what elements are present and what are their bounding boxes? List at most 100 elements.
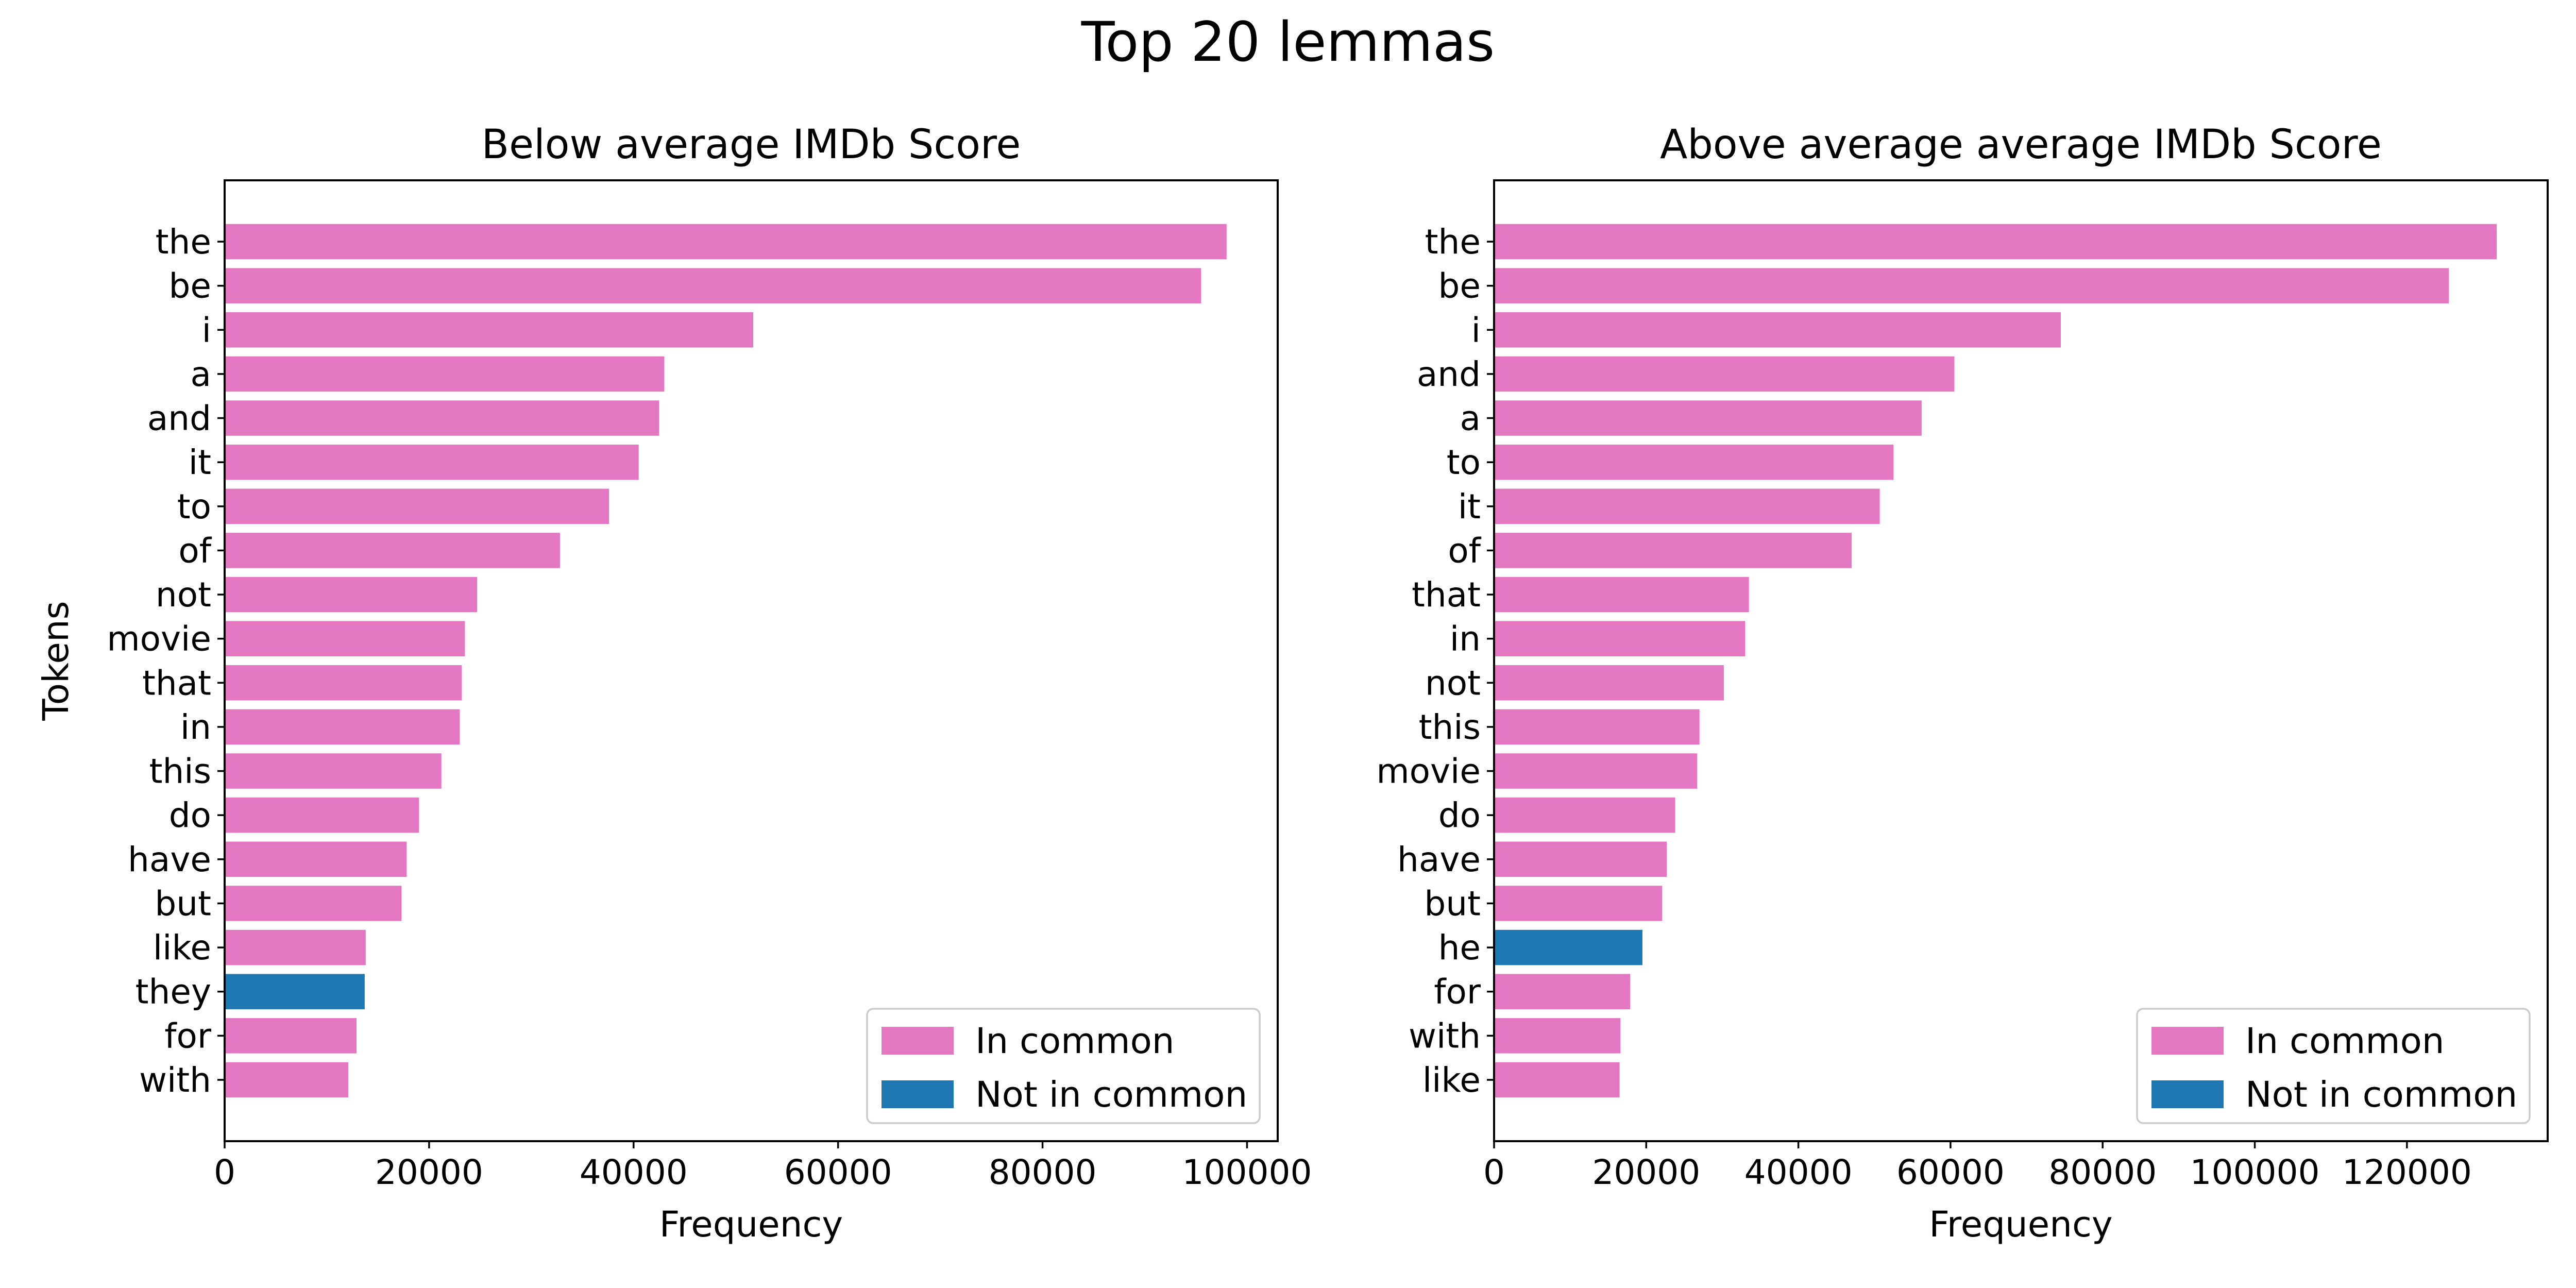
y-tick-label: a (1460, 399, 1481, 438)
y-tick-label: in (1450, 619, 1481, 659)
bar-do (1494, 797, 1675, 833)
y-tick-label: be (1438, 266, 1481, 306)
y-tick-label: this (149, 752, 211, 791)
x-tick-label: 20000 (1592, 1153, 1700, 1192)
bar-he (1494, 929, 1642, 965)
bar-not (225, 577, 478, 613)
bar-but (1494, 886, 1663, 921)
y-tick-label: a (191, 354, 211, 394)
bar-have (225, 841, 407, 877)
panel-title: Below average IMDb Score (482, 122, 1021, 168)
y-tick-label: for (1434, 972, 1481, 1012)
bar-a (225, 356, 665, 392)
bar-the (225, 224, 1227, 260)
y-tick-label: be (169, 266, 212, 306)
y-tick-label: not (156, 575, 211, 615)
bar-they (225, 974, 365, 1009)
bar-it (225, 444, 639, 480)
legend-label-in-common: In common (2245, 1021, 2445, 1062)
y-tick-label: and (147, 399, 211, 438)
x-tick-label: 60000 (784, 1153, 892, 1192)
bar-have (1494, 841, 1667, 877)
y-tick-label: this (1419, 707, 1481, 747)
bar-movie (225, 621, 465, 656)
legend-swatch-in-common (2151, 1027, 2224, 1055)
legend-swatch-not-in-common (2151, 1080, 2224, 1108)
bar-that (225, 665, 462, 701)
x-axis-label: Frequency (1929, 1204, 2112, 1245)
legend-label-not-in-common: Not in common (2245, 1074, 2517, 1115)
y-tick-label: movie (1376, 752, 1481, 791)
plot-frame (1493, 179, 2549, 1142)
bar-movie (1494, 753, 1698, 789)
y-tick-label: of (1448, 531, 1481, 570)
y-tick-label: have (1397, 840, 1481, 879)
bar-the (1494, 224, 2497, 260)
y-axis-label: Tokens (36, 601, 77, 721)
bar-to (225, 488, 609, 524)
y-tick-label: with (1409, 1016, 1481, 1056)
legend-label-not-in-common: Not in common (975, 1074, 1247, 1115)
y-tick-label: to (1447, 443, 1481, 482)
legend-box (2136, 1008, 2531, 1124)
panel-title: Above average average IMDb Score (1660, 122, 2382, 168)
legend-box (866, 1008, 1261, 1124)
bar-to (1494, 444, 1894, 480)
bar-with (1494, 1018, 1621, 1054)
y-tick-label: movie (107, 619, 211, 659)
y-tick-label: do (169, 795, 211, 835)
y-tick-label: but (1424, 884, 1481, 923)
y-tick-label: it (1458, 487, 1481, 527)
y-tick-label: like (1422, 1060, 1481, 1100)
x-tick-label: 20000 (375, 1153, 483, 1192)
y-tick-label: he (1438, 928, 1481, 968)
bar-a (1494, 400, 1922, 436)
legend-swatch-not-in-common (882, 1080, 954, 1108)
bar-that (1494, 577, 1749, 613)
x-tick-label: 40000 (1744, 1153, 1853, 1192)
x-axis-label: Frequency (659, 1204, 843, 1245)
x-tick-label: 60000 (1896, 1153, 2005, 1192)
legend-swatch-in-common (882, 1027, 954, 1055)
bar-i (225, 312, 753, 348)
y-tick-label: of (178, 531, 212, 570)
bar-this (1494, 709, 1700, 745)
x-tick-label: 100000 (1182, 1153, 1312, 1192)
y-tick-label: and (1417, 354, 1481, 394)
bar-of (1494, 533, 1852, 568)
bar-for (1494, 974, 1631, 1009)
bar-it (1494, 488, 1880, 524)
bar-in (1494, 621, 1745, 656)
x-tick-label: 0 (1483, 1153, 1505, 1192)
bar-be (1494, 268, 2449, 303)
y-tick-label: in (180, 707, 211, 747)
y-tick-label: with (139, 1060, 211, 1100)
y-tick-label: that (1412, 575, 1481, 615)
bar-be (225, 268, 1201, 303)
plot-frame (224, 179, 1279, 1142)
bar-of (225, 533, 560, 568)
bar-do (225, 797, 419, 833)
y-tick-label: that (142, 663, 211, 703)
x-tick-label: 100000 (2190, 1153, 2320, 1192)
bar-this (225, 753, 442, 789)
bar-for (225, 1018, 357, 1054)
y-tick-label: the (1425, 222, 1481, 262)
bar-and (225, 400, 659, 436)
bar-like (1494, 1062, 1620, 1098)
y-tick-label: like (153, 928, 211, 968)
y-tick-label: i (202, 310, 211, 350)
bar-like (225, 929, 366, 965)
x-tick-label: 80000 (2048, 1153, 2157, 1192)
legend-label-in-common: In common (975, 1021, 1175, 1062)
y-tick-label: i (1471, 310, 1481, 350)
y-tick-label: not (1425, 663, 1481, 703)
x-tick-label: 80000 (989, 1153, 1097, 1192)
bar-not (1494, 665, 1724, 701)
figure-title: Top 20 lemmas (1081, 10, 1495, 74)
y-tick-label: they (135, 972, 211, 1012)
x-tick-label: 40000 (580, 1153, 688, 1192)
